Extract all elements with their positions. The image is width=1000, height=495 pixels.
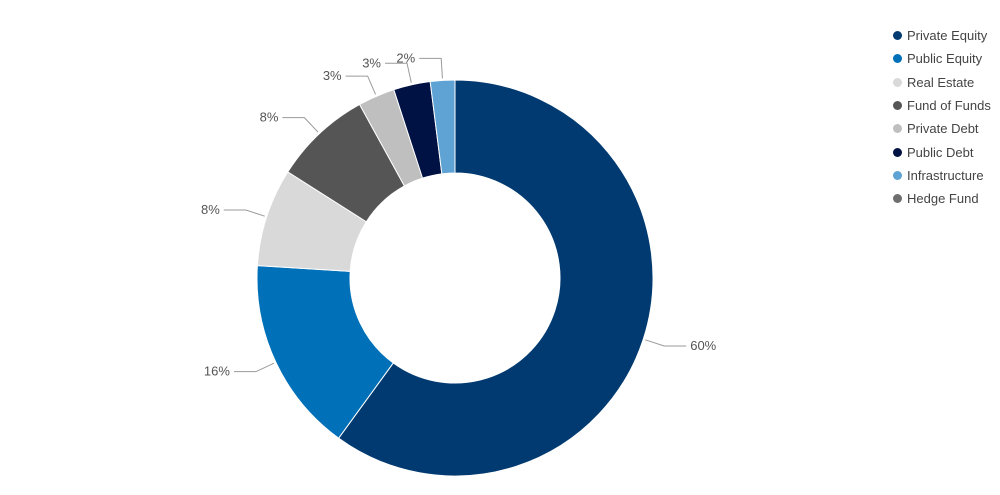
legend-marker-icon bbox=[893, 170, 902, 180]
legend-label: Fund of Funds bbox=[907, 98, 991, 114]
legend-marker-icon bbox=[893, 54, 902, 64]
legend-item-private-equity[interactable]: Private Equity bbox=[893, 24, 991, 47]
data-label-public-debt: 3% bbox=[362, 55, 381, 70]
legend-item-public-debt[interactable]: Public Debt bbox=[893, 140, 991, 163]
leader-line-fund-of-funds bbox=[282, 117, 319, 133]
legend-label: Private Equity bbox=[907, 28, 988, 44]
legend-marker-icon bbox=[893, 194, 902, 204]
legend-label: Hedge Fund bbox=[907, 191, 979, 207]
chart-legend: Private Equity Public Equity Real Estate Fu… bbox=[893, 24, 991, 210]
legend-label: Public Equity bbox=[907, 51, 983, 67]
legend-marker-icon bbox=[893, 77, 902, 87]
legend-marker-icon bbox=[893, 101, 902, 111]
legend-label: Private Debt bbox=[907, 121, 979, 137]
donut-slices bbox=[256, 79, 654, 477]
legend-label: Public Debt bbox=[907, 144, 974, 160]
legend-marker-icon bbox=[893, 31, 902, 41]
legend-item-public-equity[interactable]: Public Equity bbox=[893, 47, 991, 70]
data-label-private-debt: 3% bbox=[323, 68, 342, 83]
leader-line-private-equity bbox=[645, 339, 687, 347]
data-label-real-estate: 8% bbox=[201, 202, 220, 217]
legend-label: Infrastructure bbox=[907, 167, 984, 183]
leader-line-public-debt bbox=[385, 62, 412, 83]
slice-private-equity[interactable] bbox=[337, 79, 654, 477]
leader-line-real-estate bbox=[223, 209, 265, 217]
legend-item-private-debt[interactable]: Private Debt bbox=[893, 117, 991, 140]
legend-label: Real Estate bbox=[907, 74, 975, 90]
data-label-fund-of-funds: 8% bbox=[260, 110, 279, 125]
legend-item-infrastructure[interactable]: Infrastructure bbox=[893, 164, 991, 187]
leader-line-public-equity bbox=[233, 362, 275, 373]
data-label-public-equity: 16% bbox=[204, 364, 230, 379]
leader-lines bbox=[223, 57, 687, 373]
legend-item-hedge-fund[interactable]: Hedge Fund bbox=[893, 187, 991, 210]
leader-line-private-debt bbox=[345, 75, 377, 95]
data-label-infrastructure: 2% bbox=[396, 50, 415, 65]
data-label-private-equity: 60% bbox=[690, 338, 716, 353]
legend-item-real-estate[interactable]: Real Estate bbox=[893, 71, 991, 94]
slice-infrastructure[interactable] bbox=[429, 79, 456, 175]
data-labels: 60% 16% 8% 8% 3% 3% 2% bbox=[201, 50, 717, 378]
legend-marker-icon bbox=[893, 147, 902, 157]
leader-line-infrastructure bbox=[419, 57, 443, 79]
legend-marker-icon bbox=[893, 124, 902, 134]
legend-item-fund-of-funds[interactable]: Fund of Funds bbox=[893, 94, 991, 117]
